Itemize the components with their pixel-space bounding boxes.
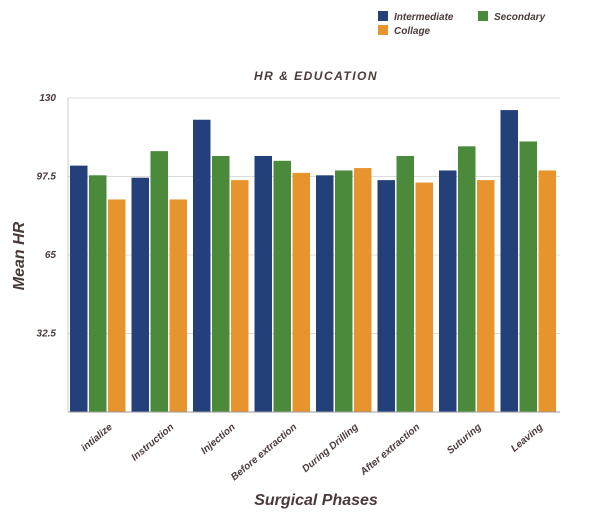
x-tick-label: Suturing xyxy=(445,422,484,457)
x-tick-label: Injection xyxy=(199,422,238,457)
legend-swatch-intermediate xyxy=(378,11,388,21)
bar-secondary-4 xyxy=(335,170,353,412)
x-tick-label: Instruction xyxy=(130,422,177,464)
bar-secondary-6 xyxy=(458,146,476,413)
y-tick-label: 130 xyxy=(39,93,56,104)
bar-secondary-1 xyxy=(150,151,168,412)
legend: Intermediate Secondary Collage xyxy=(378,11,546,37)
bar-secondary-2 xyxy=(212,155,230,412)
bars xyxy=(70,110,556,413)
x-tick-label: Before extraction xyxy=(229,422,299,483)
bar-collage-5 xyxy=(415,182,433,412)
bar-collage-0 xyxy=(108,199,126,412)
x-tick-label: After extraction xyxy=(358,422,422,479)
bar-intermediate-1 xyxy=(131,177,149,412)
bar-intermediate-2 xyxy=(193,119,211,412)
y-tick-label: 32.5 xyxy=(37,329,57,340)
x-tick-label: Leaving xyxy=(509,422,545,455)
bar-collage-2 xyxy=(231,180,249,412)
bar-intermediate-7 xyxy=(500,110,518,413)
bar-collage-6 xyxy=(477,180,495,412)
bar-collage-3 xyxy=(292,172,310,412)
legend-swatch-secondary xyxy=(478,11,488,21)
legend-label-secondary: Secondary xyxy=(494,12,546,23)
bar-collage-7 xyxy=(538,170,556,412)
legend-label-collage: Collage xyxy=(394,26,431,37)
bar-secondary-3 xyxy=(273,160,291,412)
bar-secondary-7 xyxy=(519,141,537,412)
y-tick-label: 65 xyxy=(45,250,57,261)
legend-swatch-collage xyxy=(378,25,388,35)
bar-collage-4 xyxy=(354,168,372,412)
legend-label-intermediate: Intermediate xyxy=(394,12,454,23)
bar-intermediate-3 xyxy=(254,155,272,412)
bar-secondary-0 xyxy=(89,175,107,412)
y-axis-ticks: 130 97.5 65 32.5 xyxy=(37,93,57,340)
y-tick-label: 97.5 xyxy=(37,172,57,183)
x-tick-label: intialize xyxy=(80,422,116,454)
x-axis-label: Surgical Phases xyxy=(254,492,378,509)
x-tick-label: During Drilling xyxy=(300,422,360,475)
bar-intermediate-4 xyxy=(316,175,334,412)
bar-collage-1 xyxy=(169,199,187,412)
bar-intermediate-0 xyxy=(70,165,88,412)
chart-title: HR & EDUCATION xyxy=(254,69,378,83)
bar-intermediate-6 xyxy=(439,170,457,412)
bar-intermediate-5 xyxy=(377,180,395,412)
y-axis-label: Mean HR xyxy=(11,221,28,290)
bar-secondary-5 xyxy=(396,155,414,412)
